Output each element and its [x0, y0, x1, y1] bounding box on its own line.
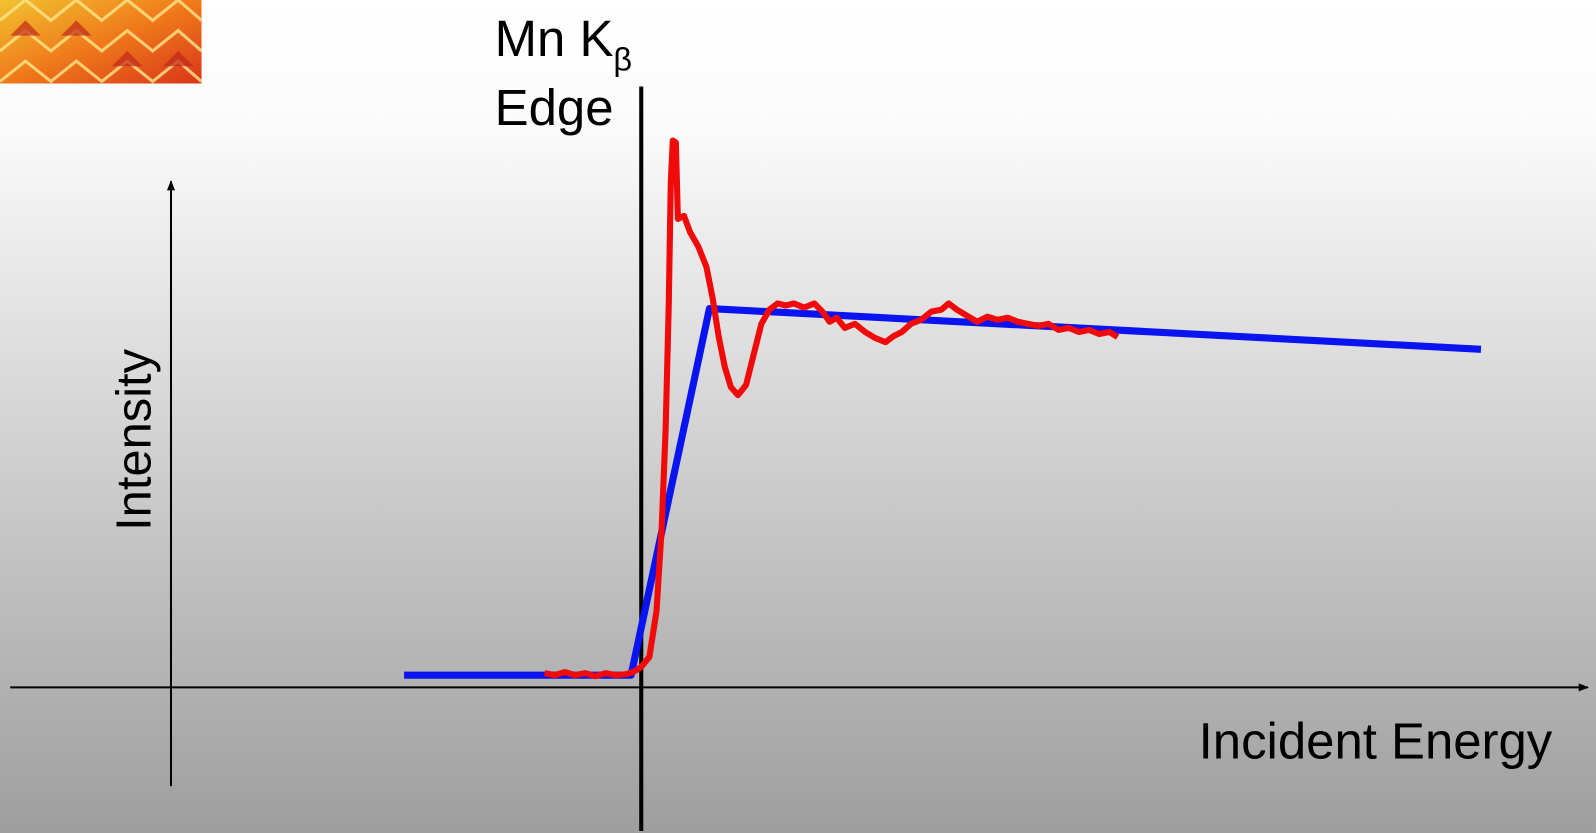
edge-label-text: Mn K: [495, 10, 614, 67]
slide: Mn Kβ Edge Intensity Incident Energy: [0, 0, 1596, 833]
y-axis-label: Intensity: [108, 348, 162, 531]
edge-label-subscript: β: [613, 41, 632, 77]
background: [0, 0, 1596, 833]
page: Mn Kβ Edge Intensity Incident Energy (()…: [0, 0, 1596, 833]
logo: [0, 0, 202, 84]
x-axis-label: Incident Energy: [1199, 713, 1553, 770]
edge-label-line2: Edge: [495, 79, 614, 136]
